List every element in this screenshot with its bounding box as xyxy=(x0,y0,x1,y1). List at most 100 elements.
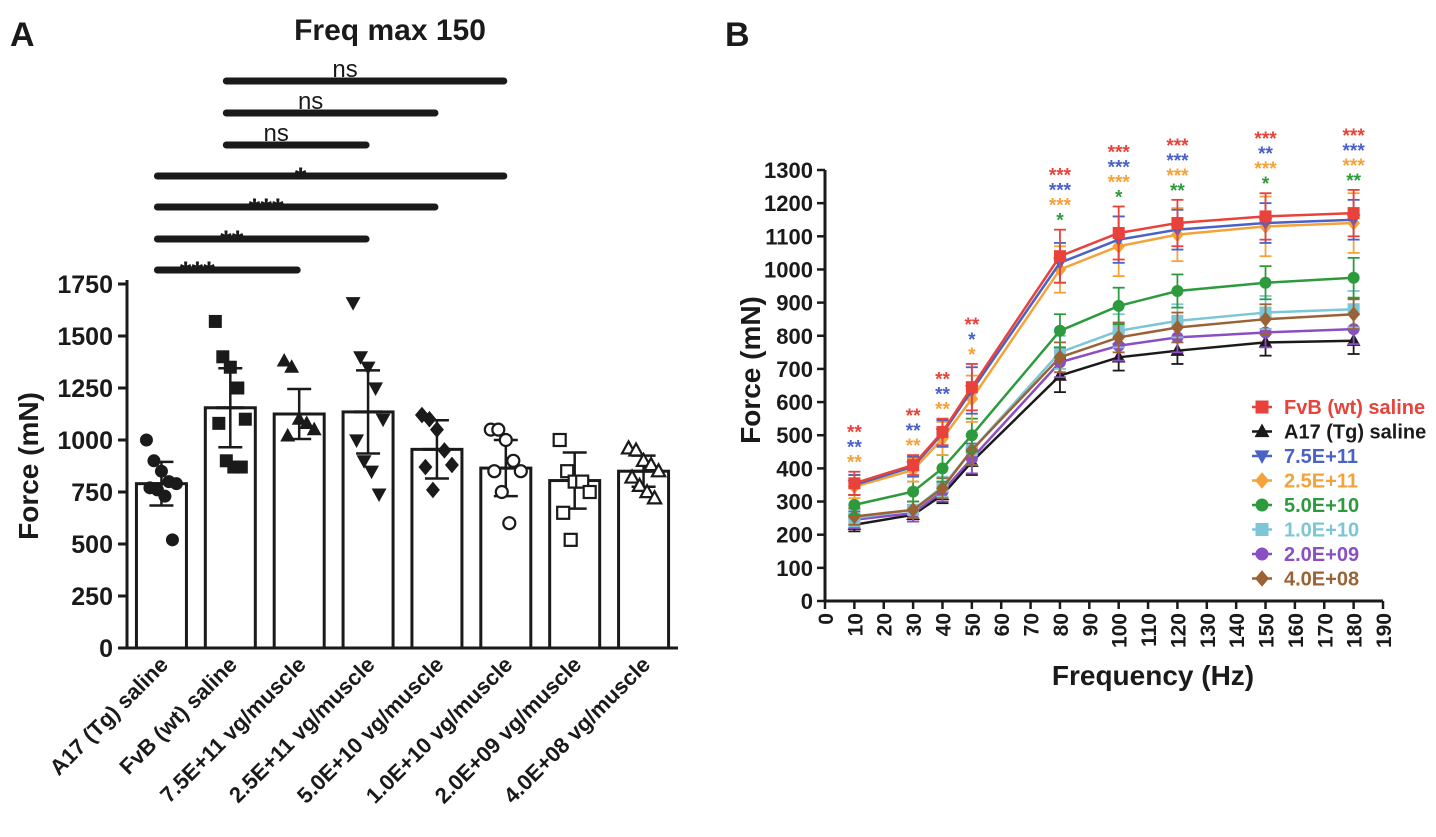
data-point xyxy=(425,481,440,499)
data-point xyxy=(234,460,248,474)
data-point xyxy=(147,454,161,468)
data-point xyxy=(513,464,528,479)
bar xyxy=(410,447,464,650)
b-x-tick-label: 20 xyxy=(874,613,897,636)
significance-annotation: *** xyxy=(1049,196,1072,217)
series-point xyxy=(1259,210,1272,223)
data-point xyxy=(276,353,292,367)
data-point xyxy=(165,533,179,547)
data-point xyxy=(556,505,571,520)
series-line xyxy=(854,327,1354,522)
significance-label: ns xyxy=(298,88,323,115)
data-point xyxy=(371,488,387,503)
b-x-tick-label: 50 xyxy=(962,613,985,636)
a-category-label: A17 (Tg) saline xyxy=(45,652,173,780)
series-point xyxy=(1170,319,1184,336)
b-x-tick-label: 10 xyxy=(844,613,867,636)
series-point xyxy=(906,502,920,518)
b-y-tick-label: 600 xyxy=(776,390,813,415)
legend-label: 7.5E+11 xyxy=(1284,446,1358,468)
panel-b-xlabel: Frequency (Hz) xyxy=(1052,660,1254,691)
data-point xyxy=(422,410,437,428)
data-point xyxy=(375,413,391,428)
b-x-tick-label: 30 xyxy=(903,613,926,636)
panel-a-plot: 0 250 500 750 1000 1250 1500 1750 A17 (Tg) salin… xyxy=(45,56,678,808)
series-line xyxy=(853,211,1354,485)
data-point xyxy=(582,484,597,500)
a-y-tick-label: 1250 xyxy=(57,375,113,403)
series-point xyxy=(1347,306,1361,322)
significance-annotation: * xyxy=(968,345,976,366)
legend-label: FvB (wt) saline xyxy=(1284,397,1425,419)
b-x-tick-label: 190 xyxy=(1373,613,1396,648)
series-point xyxy=(907,485,920,498)
significance-annotation: *** xyxy=(1108,157,1131,178)
b-x-tick-label: 140 xyxy=(1226,613,1249,648)
a-y-tick-label: 250 xyxy=(71,583,113,611)
b-x-tick-label: 90 xyxy=(1079,613,1102,636)
series-point xyxy=(965,381,978,394)
series-point xyxy=(936,480,949,496)
significance-annotation: ** xyxy=(847,423,862,444)
significance-annotation: ** xyxy=(847,453,862,474)
data-point xyxy=(638,482,656,499)
data-point xyxy=(291,411,307,425)
b-x-tick-label: 120 xyxy=(1167,613,1190,648)
significance-annotation: *** xyxy=(1343,126,1366,147)
series-point xyxy=(1347,207,1360,220)
series-point xyxy=(848,477,861,490)
data-point xyxy=(299,415,315,429)
significance-annotation: *** xyxy=(1108,142,1131,163)
b-y-tick-label: 0 xyxy=(801,589,813,614)
b-x-tick-label: 100 xyxy=(1109,613,1132,648)
data-point xyxy=(238,412,252,426)
legend-marker xyxy=(1255,498,1269,512)
legend-label: 2.5E+11 xyxy=(1284,471,1358,493)
b-y-tick-label: 1000 xyxy=(764,257,813,282)
significance-annotation: ** xyxy=(906,406,921,427)
legend-marker xyxy=(1255,570,1269,587)
data-point xyxy=(623,468,641,484)
b-x-tick-label: 60 xyxy=(991,613,1014,636)
series-line xyxy=(854,312,1354,518)
panel-b-label: B xyxy=(725,16,750,54)
data-point xyxy=(575,474,590,489)
significance-annotation: ** xyxy=(964,315,979,336)
significance-annotation: *** xyxy=(1049,166,1072,187)
significance-annotation: *** xyxy=(1343,141,1366,162)
a-y-tick-label: 1750 xyxy=(57,271,113,299)
bar xyxy=(134,482,188,650)
b-y-tick-label: 700 xyxy=(776,357,813,382)
data-point xyxy=(353,351,369,365)
data-point xyxy=(212,416,226,430)
data-point xyxy=(498,432,513,448)
data-point xyxy=(306,421,322,436)
data-point xyxy=(429,421,444,438)
data-point xyxy=(444,456,459,474)
bar xyxy=(272,412,326,650)
significance-annotation: ** xyxy=(935,370,950,391)
a-y-tick-label: 1500 xyxy=(57,323,113,351)
significance-annotation: ** xyxy=(1346,171,1361,192)
significance-annotation: ** xyxy=(935,400,950,421)
legend-label: 2.0E+09 xyxy=(1284,544,1359,566)
data-point xyxy=(208,314,222,328)
b-y-tick-label: 1200 xyxy=(764,191,813,216)
data-point xyxy=(502,516,517,531)
series-point xyxy=(848,498,861,511)
series-point xyxy=(1171,217,1184,230)
data-point xyxy=(418,458,433,476)
significance-annotation: *** xyxy=(1108,172,1131,193)
data-point xyxy=(563,532,578,547)
data-point xyxy=(284,359,300,373)
b-x-tick-label: 170 xyxy=(1314,613,1337,648)
series-point xyxy=(1112,299,1125,312)
significance-annotation: *** xyxy=(1049,181,1072,202)
panel-a-title: Freq max 150 xyxy=(294,14,486,47)
b-x-tick-label: 0 xyxy=(815,613,838,625)
b-y-tick-label: 900 xyxy=(776,291,813,316)
b-x-tick-label: 130 xyxy=(1197,613,1220,648)
significance-annotation: *** xyxy=(1343,156,1366,177)
panel-a-ylabel: Force (mN) xyxy=(13,392,44,540)
